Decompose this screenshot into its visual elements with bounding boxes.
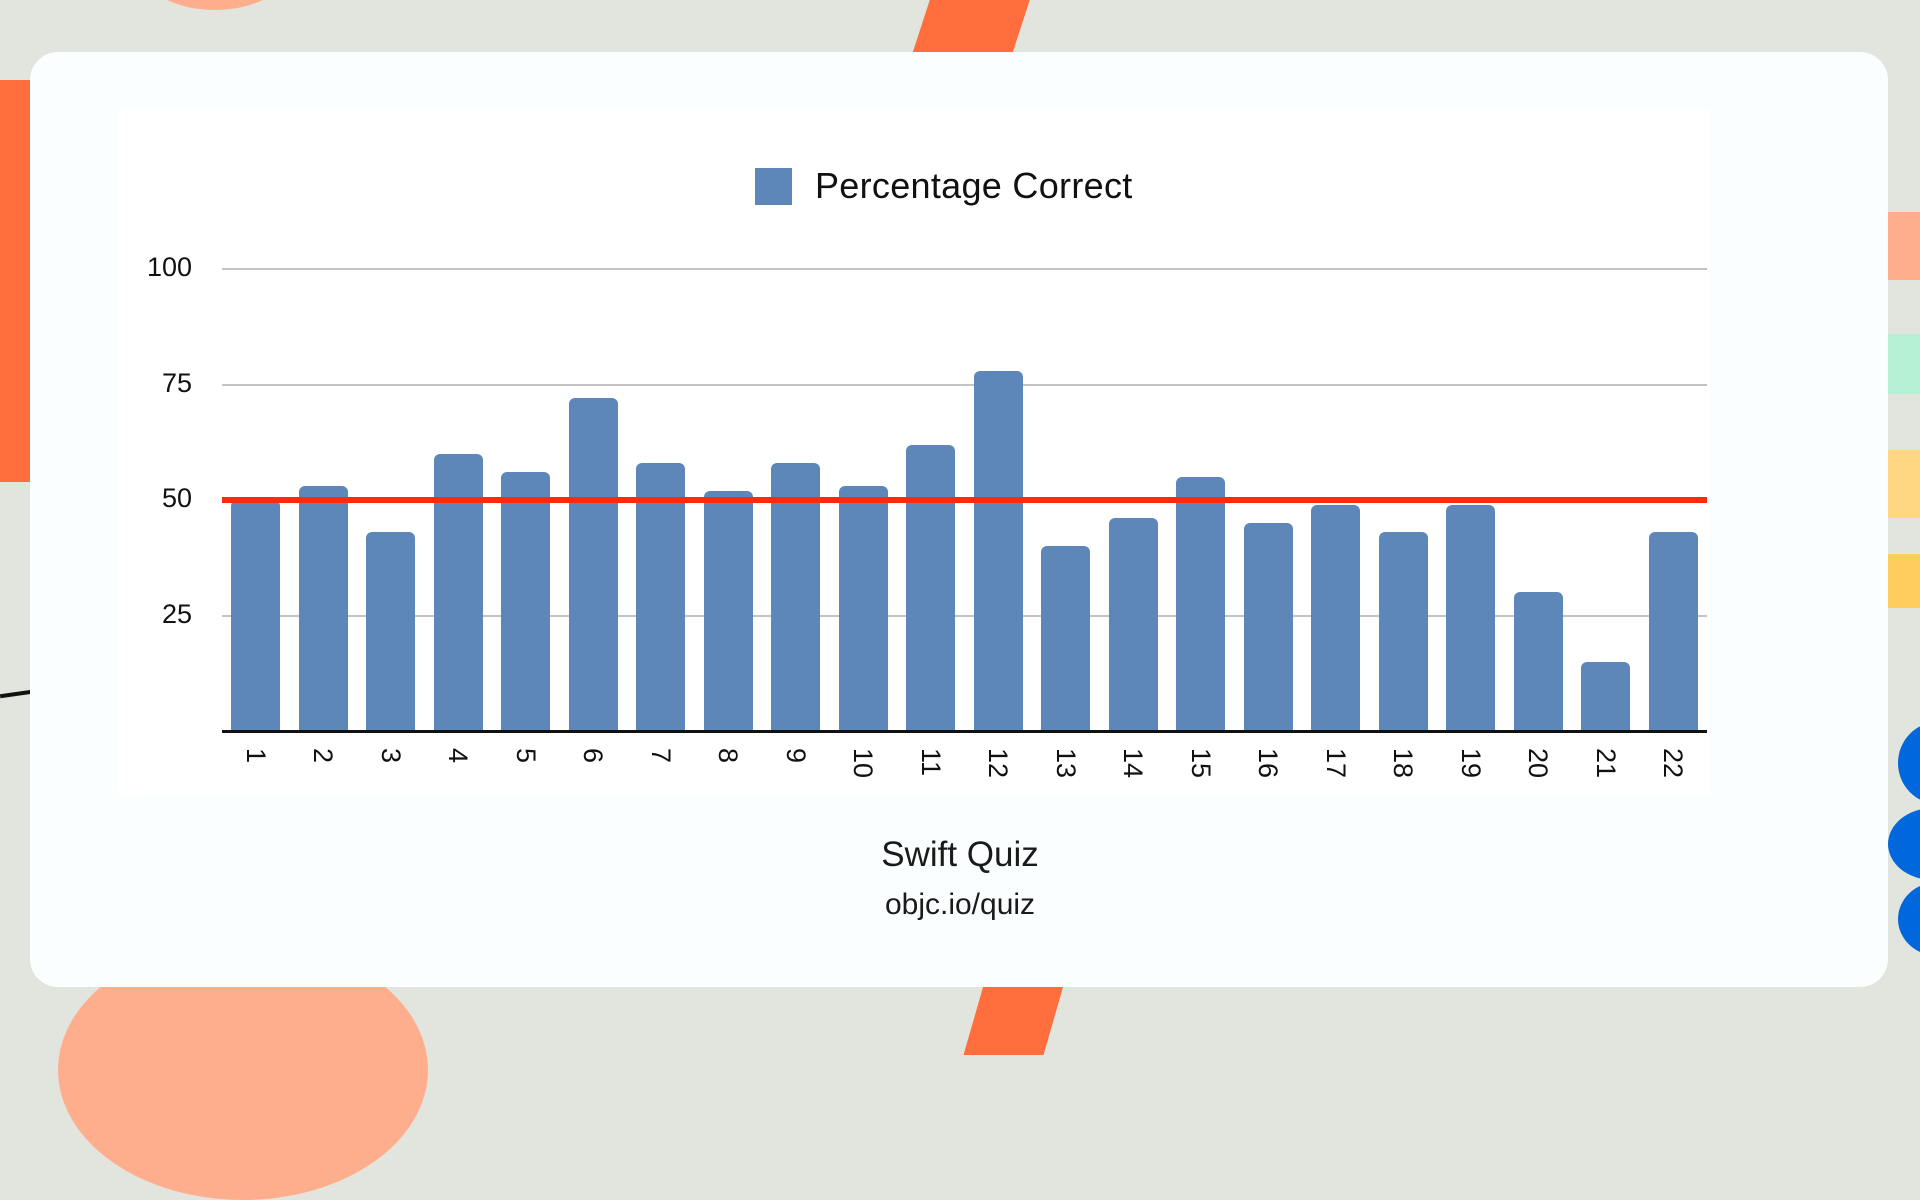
footer-title: Swift Quiz [881,835,1039,874]
x-tick-label: 20 [1523,748,1554,779]
bar-22 [1648,532,1698,731]
decor-orange-stripe-bottom [963,975,1067,1055]
bar-10 [838,486,888,731]
x-tick-label: 22 [1658,748,1689,779]
decor-blue-blob-3 [1898,882,1920,956]
bar-16 [1243,523,1293,731]
x-tick-label: 6 [578,748,609,764]
bar-21 [1581,661,1631,731]
x-tick-label: 14 [1118,748,1149,779]
legend-label: Percentage Correct [815,165,1133,206]
bar-14 [1108,518,1158,731]
bar-3 [366,532,416,731]
x-tick-label: 8 [713,748,744,764]
x-tick-label: 3 [375,748,406,764]
bar-8 [703,490,753,731]
x-tick-label: 11 [915,748,946,777]
bar-13 [1041,546,1091,731]
x-tick-label: 7 [645,748,676,764]
reference-line-50 [222,497,1707,503]
bar-11 [906,444,956,731]
x-tick-label: 2 [308,748,339,764]
chart-legend: Percentage Correct [755,164,1133,208]
bar-9 [771,463,821,731]
gridline-25 [222,614,1707,617]
x-tick-label: 12 [983,748,1014,779]
bar-1 [231,500,281,731]
x-tick-label: 17 [1320,748,1351,779]
x-tick-label: 1 [240,748,271,764]
decor-orange-block-left [0,80,32,482]
y-tick-label: 75 [161,367,192,398]
y-tick-label: 25 [161,598,192,629]
bar-4 [433,453,483,731]
bar-2 [298,486,348,731]
x-tick-label: 18 [1388,748,1419,779]
decor-salmon-blob-top [135,0,295,10]
legend-swatch [755,167,792,205]
x-tick-label: 4 [443,748,474,764]
y-tick-label: 50 [161,483,192,513]
bar-6 [568,398,618,731]
x-tick-label: 19 [1455,748,1486,779]
bar-15 [1176,476,1226,731]
x-tick-label: 10 [848,748,879,779]
x-tick-label: 16 [1253,748,1284,779]
x-tick-label: 21 [1590,748,1621,779]
bar-7 [636,463,686,731]
footer-subtitle: objc.io/quiz [884,888,1036,921]
bar-19 [1446,504,1496,731]
x-tick-label: 5 [510,748,541,764]
decor-blue-blob-1 [1898,722,1920,804]
y-tick-label: 100 [146,252,192,282]
bar-12 [973,370,1023,731]
x-tick-label: 15 [1185,748,1216,779]
bar-5 [501,472,551,731]
bar-18 [1378,532,1428,731]
bar-20 [1513,592,1563,731]
gridline-75 [222,383,1707,386]
x-tick-label: 13 [1050,748,1081,779]
decor-black-line-left [0,689,33,699]
gridline-100 [222,268,1707,270]
bar-17 [1311,504,1361,731]
x-axis-line [222,730,1707,733]
x-tick-label: 9 [780,748,811,764]
